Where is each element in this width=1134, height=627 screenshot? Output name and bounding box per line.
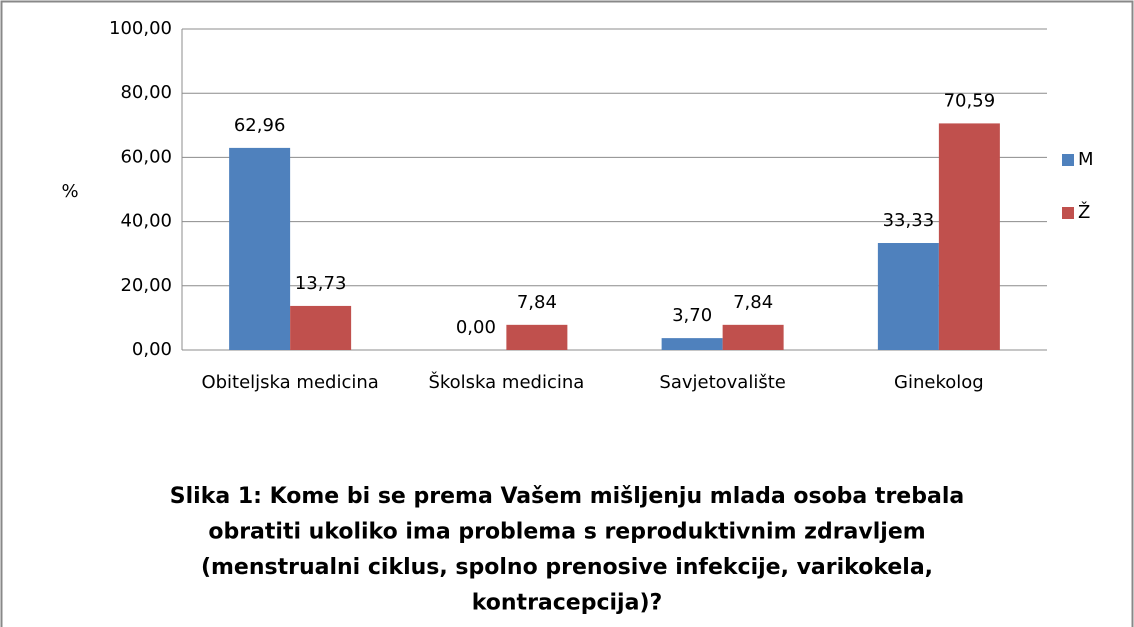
x-tick-label: Savjetovalište	[659, 372, 785, 393]
chart-title: (menstrualni ciklus, spolno prenosive in…	[201, 555, 933, 580]
value-label: 62,96	[234, 115, 286, 136]
value-label: 33,33	[883, 210, 935, 231]
legend-label: M	[1078, 149, 1094, 170]
y-tick-label: 0,00	[132, 339, 172, 360]
x-tick-label: Ginekolog	[894, 372, 984, 393]
chart-title: Slika 1: Kome bi se prema Vašem mišljenj…	[170, 484, 964, 509]
value-label: 7,84	[517, 292, 557, 313]
bar	[877, 243, 939, 350]
x-tick-label: Školska medicina	[428, 371, 584, 393]
bar	[290, 305, 352, 350]
chart-title: kontracepcija)?	[472, 591, 663, 616]
x-tick-label: Obiteljska medicina	[201, 372, 378, 393]
value-label: 0,00	[456, 317, 496, 338]
y-tick-label: 80,00	[120, 82, 172, 103]
y-tick-label: 60,00	[120, 146, 172, 167]
legend-swatch	[1062, 154, 1074, 166]
bar	[661, 338, 723, 350]
value-label: 70,59	[944, 90, 996, 111]
y-tick-label: 100,00	[109, 18, 172, 39]
bar	[506, 324, 568, 350]
chart-title: obratiti ukoliko ima problema s reproduk…	[208, 520, 925, 545]
y-tick-label: 40,00	[120, 211, 172, 232]
y-axis-label: %	[61, 181, 78, 202]
value-label: 13,73	[295, 273, 347, 294]
value-label: 7,84	[733, 292, 773, 313]
bar	[722, 324, 784, 350]
bar	[938, 123, 1000, 350]
bar	[229, 147, 291, 350]
y-tick-label: 20,00	[120, 275, 172, 296]
legend-swatch	[1062, 207, 1074, 219]
legend-label: Ž	[1078, 201, 1090, 223]
value-label: 3,70	[672, 305, 712, 326]
